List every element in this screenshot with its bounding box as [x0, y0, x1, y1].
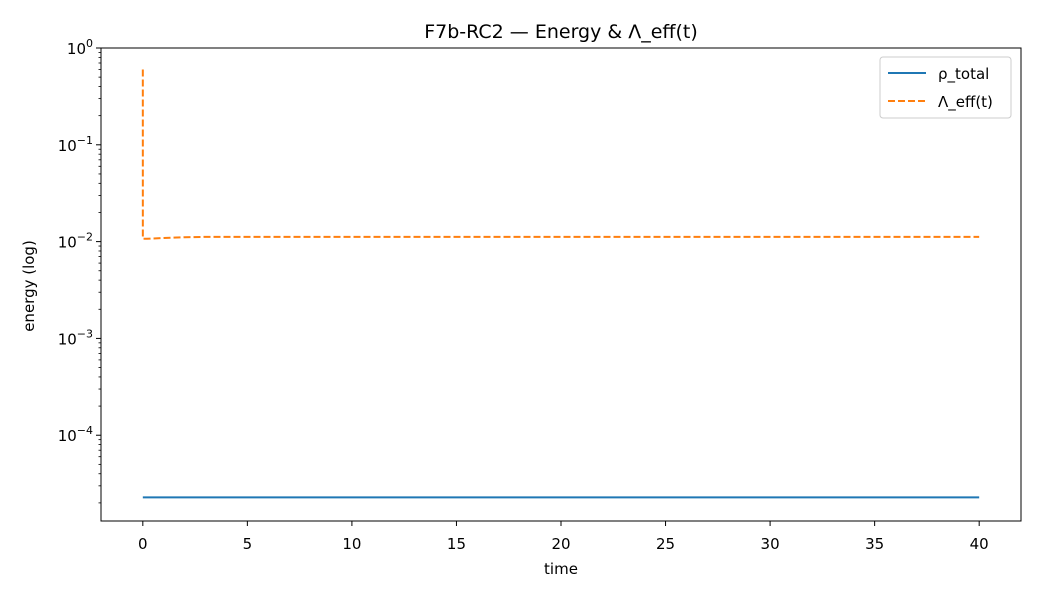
x-tick-label: 10 [342, 535, 361, 553]
y-axis: 10−4 10−3 10−2 10−1 100 [58, 37, 101, 504]
legend-label-2: Λ_eff(t) [938, 93, 993, 112]
x-tick-label: 5 [243, 535, 253, 553]
legend-label-1: ρ_total [938, 65, 989, 84]
x-tick-label: 20 [551, 535, 570, 553]
x-axis-label: time [544, 560, 578, 578]
x-tick-label: 40 [970, 535, 989, 553]
x-tick-label: 0 [138, 535, 148, 553]
legend: ρ_total Λ_eff(t) [879, 56, 1012, 119]
x-tick-label: 35 [865, 535, 884, 553]
y-tick-label: 10−4 [58, 424, 93, 445]
y-tick-label: 10−1 [58, 134, 93, 155]
x-tick-label: 15 [447, 535, 466, 553]
y-tick-label: 10−3 [58, 327, 93, 348]
x-tick-label: 30 [761, 535, 780, 553]
plot-area [141, 69, 980, 499]
series-line-2 [141, 69, 980, 240]
y-axis-label: energy (log) [20, 240, 38, 332]
y-tick-label: 100 [67, 37, 93, 58]
y-tick-label: 10−2 [58, 231, 93, 252]
chart-title: F7b-RC2 — Energy & Λ_eff(t) [424, 21, 698, 43]
x-tick-label: 25 [656, 535, 675, 553]
x-axis: 0 5 10 15 20 25 30 35 40 [138, 521, 989, 553]
series-layer [141, 69, 980, 499]
